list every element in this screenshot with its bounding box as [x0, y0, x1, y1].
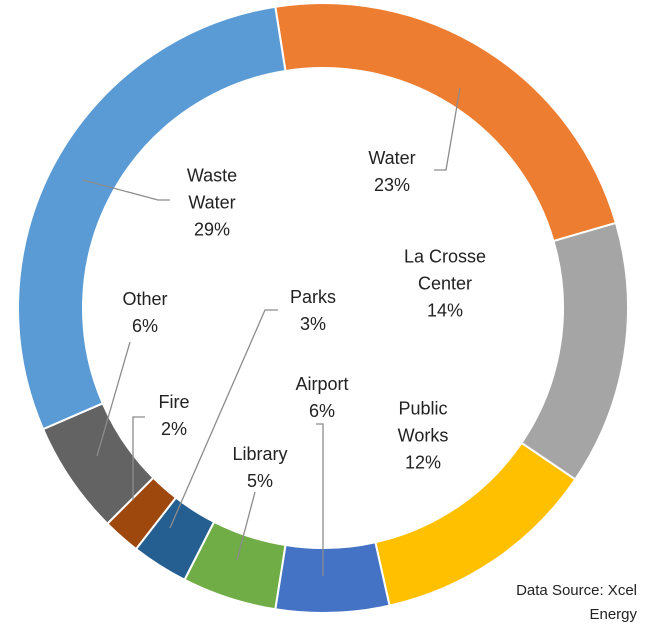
leader-line [132, 416, 145, 500]
donut-slice [17, 5, 287, 431]
category-name: Other [122, 289, 168, 309]
data-label: La Crosse Center 14% [385, 244, 505, 325]
donut-slice [274, 541, 391, 614]
data-label: Public Works 12% [383, 396, 463, 477]
leader-line [316, 423, 324, 576]
leader-line [82, 179, 170, 201]
value-label: 6% [308, 401, 335, 421]
category-name: Waste Water [186, 165, 238, 213]
data-label: Waste Water 29% [167, 163, 257, 244]
leader-line [236, 491, 256, 561]
data-label: Water 23% [347, 145, 437, 199]
value-label: 6% [131, 316, 158, 336]
category-name: Parks [289, 287, 336, 307]
value-label: 3% [299, 314, 326, 334]
value-label: 5% [246, 471, 273, 491]
value-label: 14% [426, 300, 464, 321]
data-label: Library 5% [215, 441, 305, 495]
leader-line [96, 341, 131, 457]
category-name: Fire [158, 392, 190, 412]
leader-line [169, 309, 278, 529]
category-name: Water [368, 148, 416, 168]
value-label: 23% [373, 175, 411, 195]
value-label: 12% [404, 452, 442, 473]
source-note: Data Source: Xcel Energy [516, 582, 637, 623]
data-label: Airport 6% [277, 371, 367, 425]
data-label: Parks 3% [268, 284, 358, 338]
donut-slice [274, 2, 618, 243]
value-label: 29% [193, 219, 231, 240]
category-name: La Crosse Center [403, 246, 487, 294]
category-name: Airport [295, 374, 349, 394]
category-name: Library [232, 444, 288, 464]
leader-line [434, 87, 461, 171]
data-label: Other 6% [110, 286, 180, 340]
category-name: Public Works [397, 398, 449, 446]
donut-slice [520, 221, 629, 481]
data-label: Fire 2% [144, 389, 204, 443]
value-label: 2% [160, 419, 187, 439]
